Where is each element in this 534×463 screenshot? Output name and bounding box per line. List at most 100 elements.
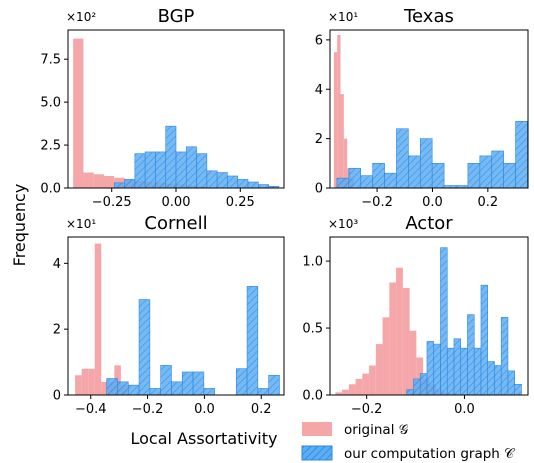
y-tick-label: 6 xyxy=(315,33,323,48)
x-tick-label: 0.2 xyxy=(478,195,499,210)
y-multiplier: ×10³ xyxy=(328,217,358,231)
bar xyxy=(360,175,373,189)
bar xyxy=(83,172,94,188)
bar xyxy=(480,284,489,396)
bar xyxy=(336,177,350,189)
bar xyxy=(467,314,475,396)
bar xyxy=(446,347,455,396)
x-tick-label: −0.25 xyxy=(92,195,132,210)
y-tick-label: 2.5 xyxy=(40,139,61,154)
bar xyxy=(335,392,343,395)
bar xyxy=(348,167,362,189)
plot-frame xyxy=(67,236,285,396)
bar xyxy=(419,373,428,396)
panel-title: Actor xyxy=(405,213,453,234)
bar xyxy=(473,347,482,396)
bar xyxy=(246,286,259,396)
bar xyxy=(149,388,161,396)
bar xyxy=(138,299,151,396)
bar xyxy=(257,388,269,396)
bar xyxy=(337,34,341,188)
bar xyxy=(185,146,197,189)
bar xyxy=(514,383,522,396)
bar xyxy=(479,155,493,189)
bar xyxy=(433,343,441,396)
series-original xyxy=(333,34,354,189)
y-tick-label: 2 xyxy=(315,132,323,147)
y-tick-label: 0.0 xyxy=(302,389,323,404)
x-tick-label: 0.0 xyxy=(454,402,475,417)
bar xyxy=(333,52,338,188)
bar xyxy=(134,153,146,189)
y-multiplier: ×10¹ xyxy=(328,10,358,24)
x-tick-label: 0.2 xyxy=(251,402,272,417)
series-original xyxy=(75,243,128,396)
bar xyxy=(408,155,421,189)
bar xyxy=(406,389,414,396)
x-tick-label: −0.2 xyxy=(351,402,383,417)
bar xyxy=(389,282,397,395)
bar xyxy=(88,368,95,395)
bar xyxy=(237,179,249,189)
y-tick-label: 0.5 xyxy=(302,322,323,337)
series-ours xyxy=(113,125,280,189)
plot-frame xyxy=(329,29,529,189)
series-ours xyxy=(106,286,280,396)
bar xyxy=(375,344,383,395)
bar xyxy=(94,243,102,395)
bar xyxy=(106,378,118,396)
y-tick-label: 0 xyxy=(315,182,323,197)
panel-title: Texas xyxy=(403,6,454,27)
bar xyxy=(227,175,239,189)
bar xyxy=(402,287,410,395)
bar xyxy=(160,365,172,396)
bar xyxy=(73,38,84,189)
bar xyxy=(382,317,390,395)
panel-cornell: −0.4 −0.2 0.0 0.2 0 2 4 Cornell ×10¹ xyxy=(53,213,285,417)
y-tick-label: 0.0 xyxy=(40,182,61,197)
bar xyxy=(419,138,433,189)
bar xyxy=(165,125,177,189)
bar xyxy=(362,373,370,395)
bar xyxy=(491,150,504,189)
legend-label-ours: our computation graph 𝒞 xyxy=(344,446,516,462)
bar xyxy=(257,184,269,189)
y-tick-label: 1.0 xyxy=(302,255,323,270)
bar xyxy=(396,128,409,189)
bar xyxy=(268,374,280,396)
bar xyxy=(503,163,516,189)
bar xyxy=(413,378,421,396)
y-tick-label: 0 xyxy=(53,389,61,404)
y-tick-label: 2 xyxy=(53,323,61,338)
bar xyxy=(416,357,424,395)
legend-swatch-original xyxy=(302,422,332,436)
bar xyxy=(340,94,344,188)
bar xyxy=(453,338,462,396)
x-tick-label: 0.0 xyxy=(194,402,215,417)
bar xyxy=(192,371,205,396)
x-tick-label: −0.2 xyxy=(132,402,164,417)
bar xyxy=(487,361,495,396)
panel-title: Cornell xyxy=(144,213,207,234)
bar xyxy=(75,375,82,395)
bar xyxy=(342,389,349,395)
bar xyxy=(181,371,194,396)
bar xyxy=(196,153,208,189)
x-tick-label: −0.2 xyxy=(361,195,393,210)
legend-label-original: original 𝒢 xyxy=(344,422,409,438)
series-ours xyxy=(336,121,528,189)
bar xyxy=(348,384,356,395)
y-tick-label: 4 xyxy=(53,257,61,272)
bar xyxy=(155,151,167,189)
x-axis-label: Local Assortativity xyxy=(131,429,278,448)
bar xyxy=(440,247,448,396)
bar xyxy=(500,317,509,396)
bar xyxy=(467,163,481,189)
bar xyxy=(515,121,528,189)
bar xyxy=(104,175,115,188)
bar xyxy=(384,172,397,189)
bar xyxy=(247,181,259,189)
bar xyxy=(372,163,385,189)
y-tick-label: 7.5 xyxy=(40,53,61,68)
